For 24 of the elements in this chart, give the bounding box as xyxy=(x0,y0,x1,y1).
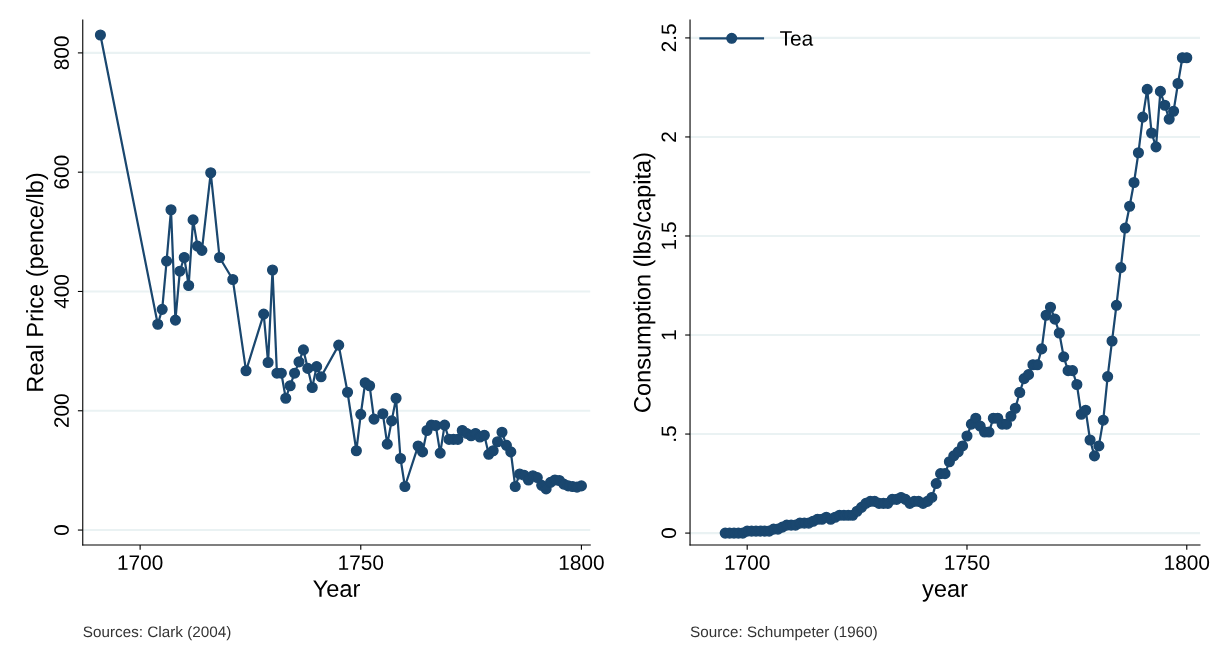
x-tick-label: 1750 xyxy=(945,555,990,570)
x-tick-label: 1800 xyxy=(559,555,604,570)
x-axis-title: Year xyxy=(313,580,360,598)
y-tick-label: 2.5 xyxy=(661,24,677,52)
y-axis-title: Consumption (lbs/capita) xyxy=(633,153,656,412)
source-note: Sources: Clark (2004) xyxy=(83,625,231,641)
x-tick-label: 1750 xyxy=(339,555,384,570)
y-tick-label: 1 xyxy=(661,330,676,340)
y-tick-label: 400 xyxy=(54,274,69,309)
y-tick-label: 1.5 xyxy=(661,222,677,249)
x-tick-label: 1700 xyxy=(725,555,770,570)
legend-label: Tea xyxy=(780,31,814,46)
x-axis-title: year xyxy=(922,584,968,602)
y-tick-label: .5 xyxy=(661,426,677,441)
y-tick-label: 0 xyxy=(54,525,69,536)
y-axis-title: Real Price (pence/lb) xyxy=(26,173,49,391)
x-tick-label: 1800 xyxy=(1165,555,1210,570)
y-tick-label: 800 xyxy=(54,36,69,70)
x-tick-label: 1700 xyxy=(118,555,163,570)
y-tick-label: 0 xyxy=(661,528,677,539)
source-note: Source: Schumpeter (1960) xyxy=(690,625,877,641)
y-tick-label: 600 xyxy=(54,155,69,189)
y-tick-label: 2 xyxy=(661,132,676,142)
y-tick-label: 200 xyxy=(54,394,69,428)
